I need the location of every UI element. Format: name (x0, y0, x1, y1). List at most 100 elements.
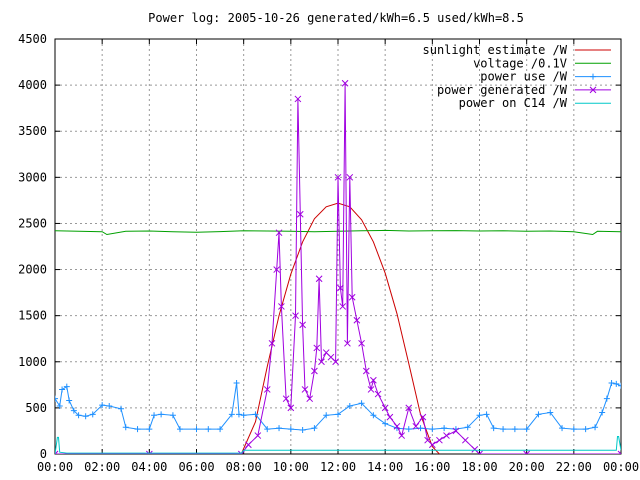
data-point (461, 436, 469, 444)
legend-label: sunlight estimate /W (423, 43, 568, 57)
y-tick-label: 500 (25, 401, 47, 415)
data-point (263, 386, 271, 393)
data-point (82, 413, 89, 420)
data-point (381, 404, 389, 412)
data-point (346, 173, 354, 181)
data-point (169, 412, 176, 419)
data-point (382, 420, 389, 427)
data-point (613, 380, 620, 387)
data-point (419, 413, 427, 421)
data-point (254, 432, 262, 439)
data-point (405, 426, 412, 433)
data-point (296, 210, 304, 218)
data-point (344, 339, 351, 347)
data-point (592, 424, 599, 431)
data-point (56, 403, 63, 410)
plot-area (55, 79, 621, 454)
data-point (559, 425, 566, 432)
data-point (608, 379, 615, 386)
y-tick-label: 4500 (18, 32, 47, 46)
y-tick-label: 2500 (18, 216, 47, 230)
y-tick-label: 3500 (18, 124, 47, 138)
data-point (311, 367, 318, 375)
axes (54, 38, 622, 455)
x-tick-label: 20:00 (509, 460, 545, 474)
data-point (429, 426, 436, 433)
legend-label: power generated /W (437, 83, 568, 97)
series-3 (55, 79, 621, 454)
data-point (464, 424, 471, 431)
data-point (476, 450, 483, 454)
data-point (618, 382, 621, 389)
data-point (358, 339, 365, 347)
data-point (294, 95, 302, 103)
data-point (358, 400, 365, 407)
series-line (55, 436, 621, 454)
x-tick-label: 18:00 (461, 460, 497, 474)
data-point (63, 383, 70, 390)
data-point (362, 367, 370, 375)
y-tick-label: 0 (40, 447, 47, 461)
data-point (367, 386, 375, 393)
data-point (339, 303, 347, 310)
data-point (452, 427, 460, 435)
data-point (70, 407, 77, 414)
data-point (417, 425, 424, 432)
legend-marker (590, 73, 596, 80)
data-point (151, 412, 158, 419)
series-0 (240, 202, 440, 454)
x-tick-label: 12:00 (320, 460, 356, 474)
data-point (341, 79, 349, 87)
x-tick-label: 06:00 (178, 460, 214, 474)
x-tick-label: 14:00 (367, 460, 403, 474)
x-tick-label: 00:00 (37, 460, 73, 474)
data-point (176, 426, 183, 433)
data-point (205, 426, 212, 433)
data-point (315, 275, 323, 283)
data-point (245, 441, 252, 449)
data-point (122, 424, 129, 431)
data-point (353, 316, 361, 324)
data-point (299, 427, 306, 434)
data-point (240, 412, 247, 419)
data-point (428, 441, 436, 449)
data-point (146, 426, 153, 433)
data-point (582, 426, 589, 433)
data-point (436, 436, 443, 444)
data-point (405, 404, 413, 412)
data-point (235, 411, 242, 418)
data-point (301, 386, 309, 393)
x-tick-label: 16:00 (414, 460, 450, 474)
data-point (299, 321, 306, 329)
data-point (570, 426, 577, 433)
series-4 (55, 436, 621, 454)
data-point (228, 411, 235, 418)
data-point (332, 358, 339, 366)
data-point (476, 412, 483, 419)
data-point (106, 403, 113, 410)
data-point (233, 379, 240, 386)
series-line (55, 83, 621, 454)
y-tick-label: 1500 (18, 309, 47, 323)
y-tick-label: 3000 (18, 170, 47, 184)
data-point (292, 312, 299, 320)
legend-label: voltage /0.1V (473, 56, 567, 70)
data-point (393, 422, 401, 430)
data-point (511, 426, 518, 433)
data-point (318, 358, 325, 366)
data-point (273, 266, 281, 273)
legend-label: power use /W (480, 70, 567, 84)
data-point (287, 426, 294, 433)
series-2 (55, 379, 621, 434)
chart-title: Power log: 2005-10-26 generated/kWh=6.5 … (148, 11, 524, 25)
data-point (311, 425, 318, 432)
data-point (348, 293, 356, 301)
data-point (617, 450, 621, 454)
data-point (193, 426, 200, 433)
data-point (66, 397, 73, 404)
data-point (313, 344, 321, 352)
data-point (335, 411, 341, 418)
data-point (483, 411, 490, 418)
